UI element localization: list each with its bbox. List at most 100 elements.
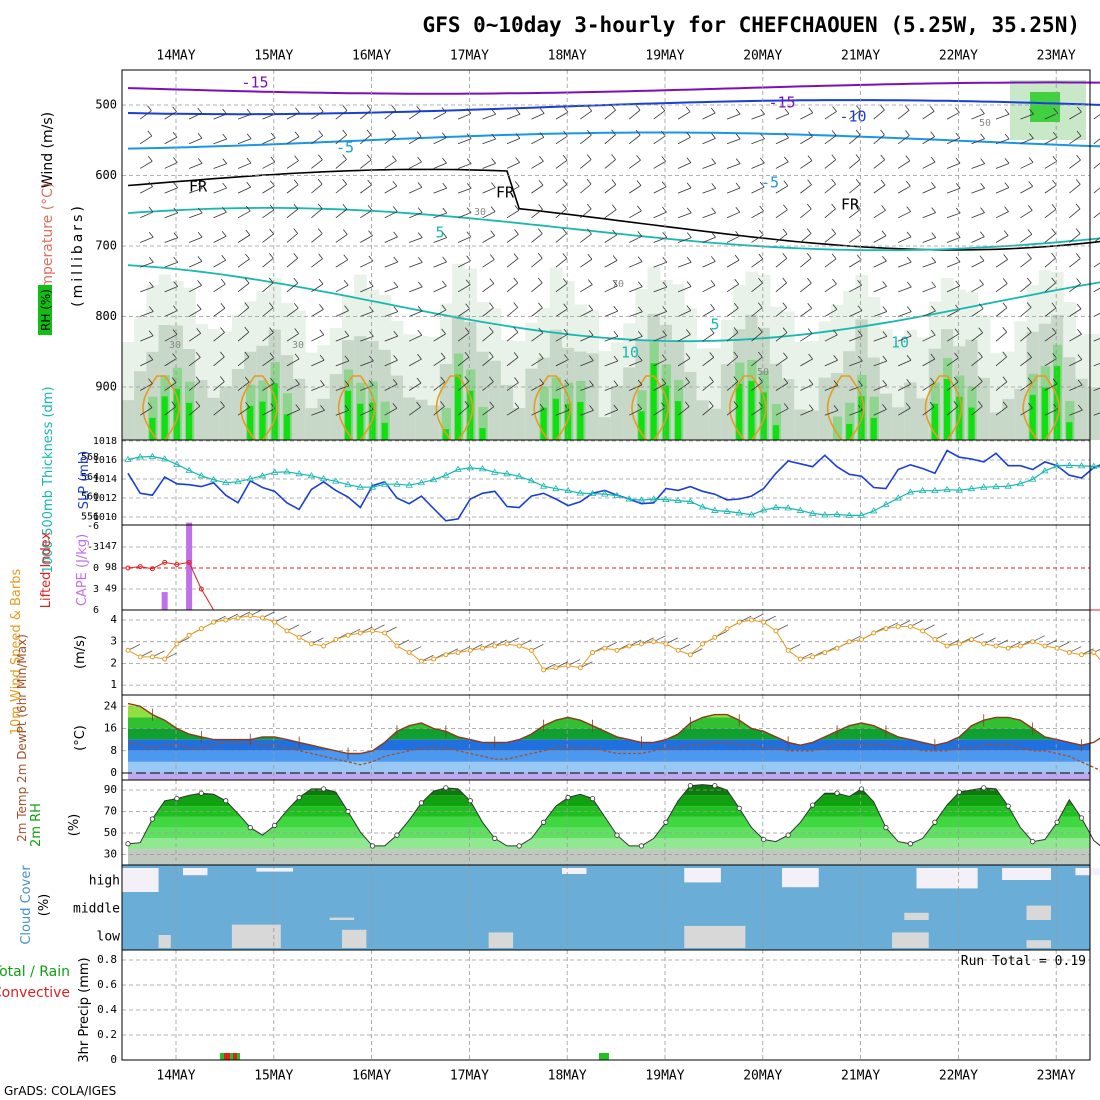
wind-barb: [849, 259, 862, 268]
wind-barb: [580, 284, 593, 293]
rh-shade-mid: [488, 360, 502, 440]
date-label: 21MAY: [841, 1069, 880, 1084]
wind-barb-feather: [538, 302, 543, 309]
wind-barb-feather: [955, 280, 961, 287]
thickness-point: [918, 486, 927, 494]
wind-barb-feather: [270, 132, 276, 139]
wind10m-point: [944, 643, 950, 649]
isotherm-15: [826, 375, 865, 441]
cloud-block: [329, 917, 355, 920]
wind-barb: [824, 159, 837, 169]
wind-barb-feather: [148, 206, 154, 213]
wind10m-point: [907, 624, 913, 630]
wind-barb: [971, 212, 985, 219]
wind-barb-feather: [586, 154, 592, 160]
wind-barb: [335, 183, 347, 194]
wind-barb: [995, 381, 1008, 391]
wind-barb: [140, 135, 153, 145]
wind-tick-label: 1: [110, 678, 117, 691]
date-label: 18MAY: [548, 1069, 587, 1084]
wind-barb: [580, 258, 593, 268]
wind-barb: [1020, 138, 1034, 145]
wind-barb-feather: [782, 327, 788, 333]
rh-shade-high: [441, 407, 451, 440]
wind-barb-feather: [1076, 303, 1082, 310]
wind-barb-feather: [735, 133, 741, 140]
rh-shade-sat: [467, 390, 474, 440]
wind-barb: [457, 260, 471, 268]
rh-shade-mid: [1087, 387, 1100, 440]
wind-barb-feather: [562, 253, 568, 259]
wind-barb: [677, 382, 690, 391]
wind-barb-feather: [317, 203, 323, 210]
wind10m-point: [993, 643, 999, 649]
wind-barb-feather: [147, 105, 152, 111]
wind-barb-feather: [538, 353, 544, 359]
wind-barb-feather: [1075, 253, 1081, 259]
wind-barb: [188, 261, 203, 268]
rh-shade-mid: [684, 371, 697, 440]
wind10m-point: [932, 637, 938, 643]
wind-barb-feather: [539, 403, 545, 410]
wind-barb: [849, 159, 861, 169]
wind-barb-feather: [393, 281, 399, 288]
wind-barb: [555, 208, 567, 219]
wind10m-point: [1091, 650, 1097, 656]
wind-barb-feather: [318, 106, 324, 112]
wind-barb: [360, 285, 374, 293]
wind-barb-feather: [685, 106, 691, 113]
convective-bar: [233, 1053, 237, 1060]
li-tick-label: 0: [93, 563, 99, 574]
wind-barb-feather: [172, 329, 178, 335]
wind-barb-feather: [977, 376, 983, 382]
wind-barb-feather: [637, 231, 643, 237]
wind10m-point: [859, 637, 864, 643]
wind-barb: [580, 134, 592, 145]
wind-barb-feather: [831, 178, 836, 185]
wind-barb-feather: [197, 183, 203, 189]
wind-barb-feather: [832, 106, 837, 112]
wind-barb-feather: [392, 379, 398, 385]
wind-barb: [262, 307, 274, 317]
wind-barb: [188, 357, 201, 367]
wind-barb-feather: [758, 277, 763, 284]
wind-barb-feather: [782, 253, 788, 259]
wind-barb-feather: [709, 376, 714, 382]
wind-barb: [971, 236, 985, 243]
wind-barb-feather: [831, 203, 836, 210]
wind-barb: [653, 359, 667, 367]
rh2m-point: [223, 798, 229, 804]
wind-barb-feather: [466, 255, 471, 262]
rh-legend-swatch: [38, 285, 52, 335]
wind-barb-feather: [588, 304, 594, 311]
wind-barb-feather: [833, 380, 839, 386]
wind-barb: [555, 359, 569, 367]
thickness-point: [955, 486, 964, 493]
wind-barb: [433, 237, 447, 243]
wind-barb: [1093, 312, 1100, 317]
wind-barb-feather: [269, 327, 274, 333]
wind-barb: [995, 307, 1008, 317]
wind-barb: [457, 381, 470, 391]
wind-barb: [237, 381, 250, 391]
wind-barb-feather: [586, 203, 592, 210]
wind-barb-feather: [513, 352, 519, 358]
lifted-index-label: Lifted Index: [39, 531, 54, 608]
wind-barb-feather: [807, 179, 812, 185]
wind-barb: [580, 110, 592, 120]
rh-contour-label: 30: [474, 207, 486, 218]
wind-barb: [580, 233, 592, 243]
slp-tick-label: 1012: [93, 493, 117, 504]
wind10m-point: [259, 615, 265, 621]
wind10m-point: [284, 628, 290, 634]
date-label: 17MAY: [450, 49, 489, 64]
wind-barb-feather: [319, 354, 325, 361]
rh-shade-sat: [662, 385, 670, 440]
wind-barb: [384, 311, 399, 317]
wind-barb: [629, 210, 642, 219]
wind-barb-feather: [222, 206, 227, 213]
wind-barb-feather: [148, 232, 154, 238]
wind10m-point: [920, 628, 926, 634]
wind10m-point: [822, 650, 828, 656]
wind10m-point: [1030, 639, 1036, 645]
